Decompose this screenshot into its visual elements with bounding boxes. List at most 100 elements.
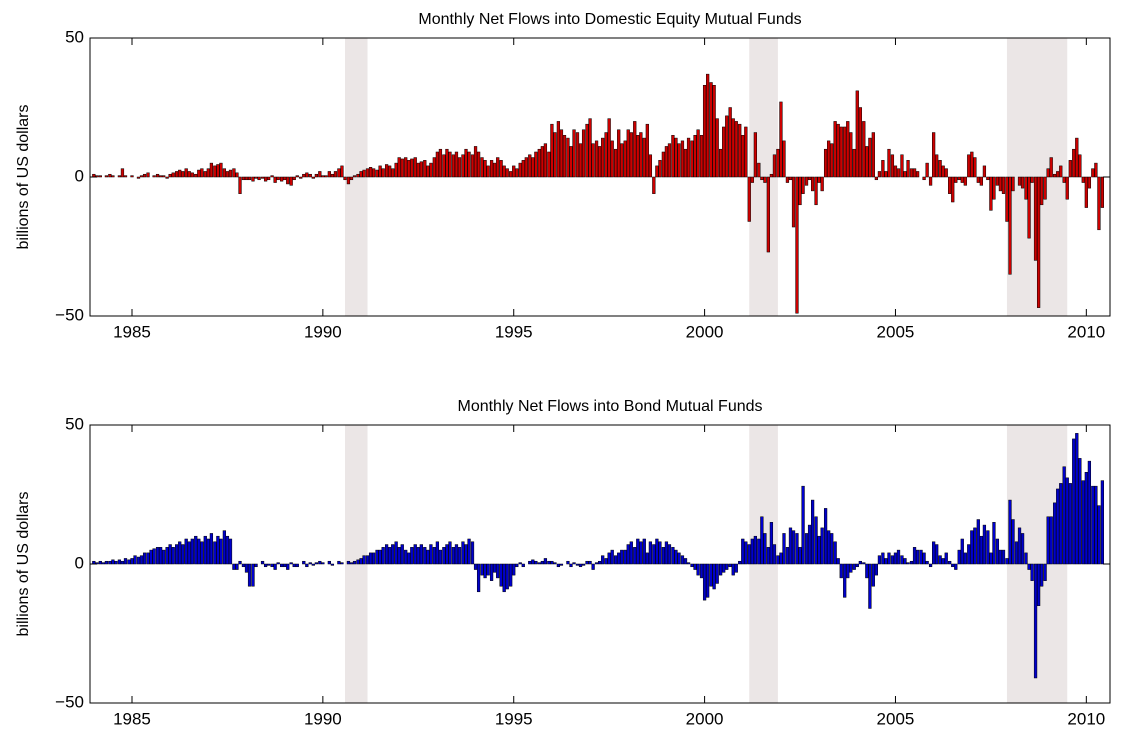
x-tick-label: 1995: [495, 709, 533, 728]
bar: [830, 533, 834, 565]
bar: [900, 154, 904, 178]
bar: [874, 176, 879, 181]
bar: [954, 563, 958, 570]
bar: [419, 161, 423, 178]
bar: [540, 146, 544, 178]
bar: [168, 173, 172, 178]
bar: [378, 165, 382, 178]
bar: [896, 168, 901, 178]
bar: [719, 148, 723, 178]
bar: [190, 172, 194, 178]
bar: [766, 176, 770, 253]
bar: [429, 162, 433, 178]
bar: [769, 522, 774, 565]
bar: [413, 157, 417, 178]
bar: [1036, 563, 1041, 606]
bar: [903, 558, 907, 565]
bar: [397, 157, 401, 178]
bar: [483, 563, 487, 579]
bar: [528, 154, 532, 178]
bar: [283, 563, 287, 568]
bar: [938, 555, 942, 565]
bar: [416, 162, 420, 178]
bar: [489, 563, 494, 581]
bar: [254, 176, 258, 179]
bar: [263, 563, 268, 568]
bar: [152, 548, 156, 565]
bar: [1040, 176, 1044, 206]
bar: [515, 563, 519, 568]
bar: [986, 530, 990, 565]
bar: [311, 563, 315, 566]
bar: [213, 541, 217, 565]
bar: [893, 165, 898, 178]
bar: [365, 555, 370, 565]
bar: [693, 135, 697, 178]
bar: [356, 559, 360, 565]
bar: [263, 176, 268, 182]
bar: [941, 558, 945, 565]
bar: [318, 560, 322, 565]
bar: [448, 541, 452, 565]
bar: [1100, 480, 1104, 565]
bar: [877, 555, 882, 565]
bar: [951, 563, 955, 568]
bar: [960, 176, 964, 183]
bar: [696, 129, 700, 178]
bar: [1072, 438, 1076, 565]
bar: [629, 132, 633, 178]
bar: [496, 157, 500, 178]
bar: [432, 157, 436, 178]
bar: [903, 171, 907, 178]
bar: [680, 140, 685, 178]
bar: [136, 556, 141, 565]
bar: [744, 541, 748, 565]
bar: [559, 563, 564, 566]
x-tick-label: 1995: [495, 322, 533, 341]
bar: [814, 176, 818, 206]
bar: [98, 560, 102, 565]
bar: [451, 547, 456, 565]
bar: [604, 132, 608, 178]
bar: [722, 126, 726, 178]
bar: [280, 563, 284, 568]
bar: [948, 176, 952, 194]
bar: [537, 562, 541, 565]
bar: [836, 123, 840, 178]
bar: [184, 168, 188, 178]
bar: [881, 160, 885, 178]
bar: [636, 135, 640, 178]
bar: [900, 555, 904, 565]
bar: [123, 558, 128, 565]
bar: [932, 541, 936, 565]
bar: [480, 563, 484, 576]
bar: [1027, 176, 1031, 239]
y-tick-label: 0: [75, 166, 84, 185]
bar: [1065, 176, 1069, 200]
bar: [502, 563, 506, 593]
bar: [251, 563, 255, 587]
bar: [108, 560, 112, 565]
bar: [674, 137, 678, 178]
bar: [423, 160, 427, 178]
bar: [843, 126, 847, 178]
bar: [209, 533, 214, 565]
bar: [238, 176, 242, 194]
bar: [547, 560, 551, 565]
bar: [951, 176, 955, 203]
bar: [881, 552, 885, 565]
bar: [858, 107, 862, 178]
bar: [423, 547, 427, 565]
bar: [890, 555, 895, 565]
bar: [868, 563, 872, 609]
bar: [734, 121, 738, 178]
bar: [909, 168, 914, 178]
bar: [887, 552, 891, 565]
chart-title: Monthly Net Flows into Domestic Equity M…: [418, 11, 801, 28]
bar: [623, 549, 627, 565]
bar: [823, 148, 828, 178]
bar: [887, 148, 891, 178]
bar: [1097, 505, 1101, 565]
bar: [216, 535, 220, 565]
bar: [225, 171, 230, 178]
